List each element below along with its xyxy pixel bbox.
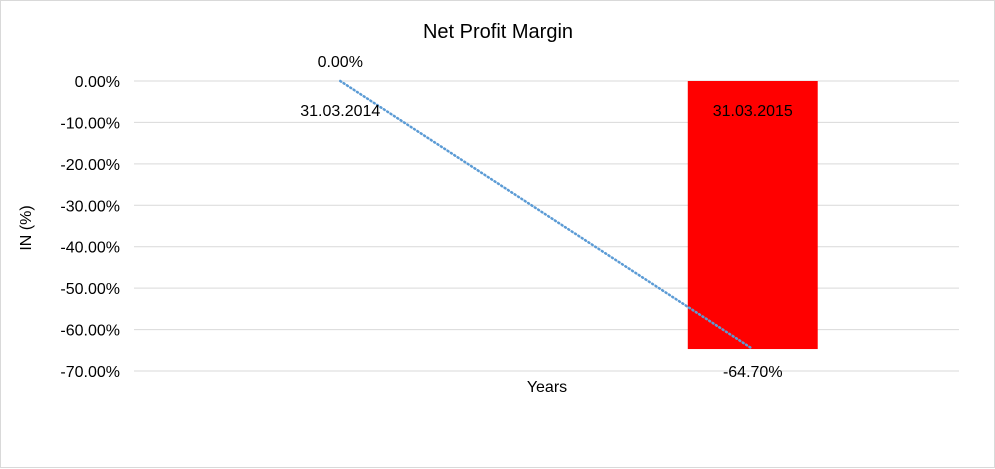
y-axis-ticks: 0.00% -10.00% -20.00% -30.00% -40.00% -50.00%… — [60, 74, 120, 381]
y-tick-label: -50.00% — [60, 281, 120, 298]
bar — [688, 81, 818, 349]
category-labels: 31.03.2014 31.03.2015 — [300, 103, 793, 120]
data-label: -64.70% — [723, 364, 783, 381]
x-axis-label: Years — [527, 379, 567, 396]
y-tick-label: -10.00% — [60, 115, 120, 132]
category-label: 31.03.2014 — [300, 103, 380, 120]
y-tick-label: -70.00% — [60, 364, 120, 381]
y-tick-label: -40.00% — [60, 240, 120, 257]
chart-title: Net Profit Margin — [423, 21, 573, 43]
category-label: 31.03.2015 — [713, 103, 793, 120]
y-tick-label: -30.00% — [60, 198, 120, 215]
y-tick-label: -60.00% — [60, 323, 120, 340]
data-label: 0.00% — [318, 54, 363, 71]
gridlines — [134, 81, 959, 371]
y-tick-label: -20.00% — [60, 157, 120, 174]
y-tick-label: 0.00% — [75, 74, 120, 91]
y-axis-label: IN (%) — [18, 205, 35, 250]
